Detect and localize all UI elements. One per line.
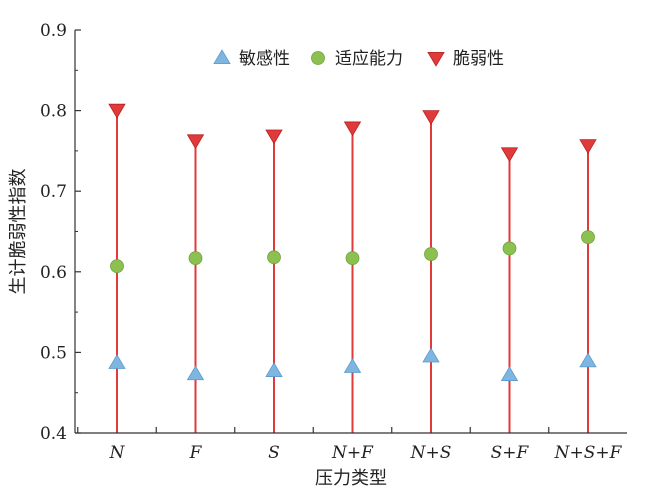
- y-axis-label: 生计脆弱性指数: [8, 169, 29, 295]
- legend-item-adaptive-capacity: 适应能力: [311, 49, 403, 69]
- legend-item-sensitivity: 敏感性: [213, 49, 290, 69]
- vulnerability-point: [186, 134, 205, 150]
- x-tick-label: N+S: [410, 443, 452, 463]
- sensitivity-point: [500, 366, 519, 381]
- y-tick-label: 0.7: [40, 182, 67, 202]
- y-tick-label: 0.4: [40, 424, 67, 444]
- legend-label: 脆弱性: [453, 49, 504, 69]
- markers-layer: [108, 103, 597, 381]
- sensitivity-point: [265, 362, 283, 377]
- y-tick-label: 0.8: [40, 102, 67, 122]
- legend-marker: [311, 51, 325, 65]
- x-tick-label: S+F: [491, 443, 530, 463]
- y-axis-ticks: 0.4 0.5 0.6 0.7 0.8 0.9: [40, 21, 81, 444]
- adaptive-capacity-point: [502, 241, 517, 256]
- x-tick-label: S: [268, 443, 280, 463]
- vulnerability-point: [422, 110, 440, 126]
- sensitivity-point: [422, 347, 440, 363]
- x-tick-label: N+S+F: [554, 443, 623, 463]
- x-axis-ticks: N F S N+F N+S S+F N+S+F: [77, 427, 623, 463]
- x-tick-label: N: [109, 443, 126, 463]
- legend-label: 敏感性: [239, 49, 290, 69]
- adaptive-capacity-point: [424, 247, 438, 261]
- sensitivity-point: [186, 365, 205, 381]
- vulnerability-point: [108, 103, 126, 119]
- adaptive-capacity-point: [581, 230, 595, 245]
- legend-item-vulnerability: 脆弱性: [427, 49, 504, 69]
- y-tick-label: 0.5: [40, 343, 67, 363]
- x-tick-label: N+F: [331, 443, 374, 463]
- adaptive-capacity-point: [345, 251, 360, 265]
- legend: 敏感性 适应能力 脆弱性: [213, 49, 504, 69]
- vulnerability-point: [500, 147, 519, 163]
- sensitivity-point: [343, 358, 362, 373]
- x-axis-label: 压力类型: [315, 468, 387, 489]
- adaptive-capacity-point: [110, 259, 124, 274]
- legend-label: 适应能力: [335, 49, 403, 69]
- vulnerability-point: [343, 121, 362, 137]
- sensitivity-point: [108, 354, 126, 369]
- adaptive-capacity-point: [267, 250, 281, 265]
- x-tick-label: F: [189, 443, 203, 463]
- adaptive-capacity-point: [188, 251, 203, 265]
- sensitivity-point: [579, 352, 597, 368]
- legend-marker: [427, 52, 445, 67]
- y-tick-label: 0.6: [40, 263, 67, 283]
- stems-layer: [116, 109, 589, 433]
- vulnerability-point: [265, 129, 283, 145]
- y-tick-label: 0.9: [40, 21, 67, 41]
- vulnerability-point: [579, 139, 597, 155]
- legend-marker: [213, 49, 231, 64]
